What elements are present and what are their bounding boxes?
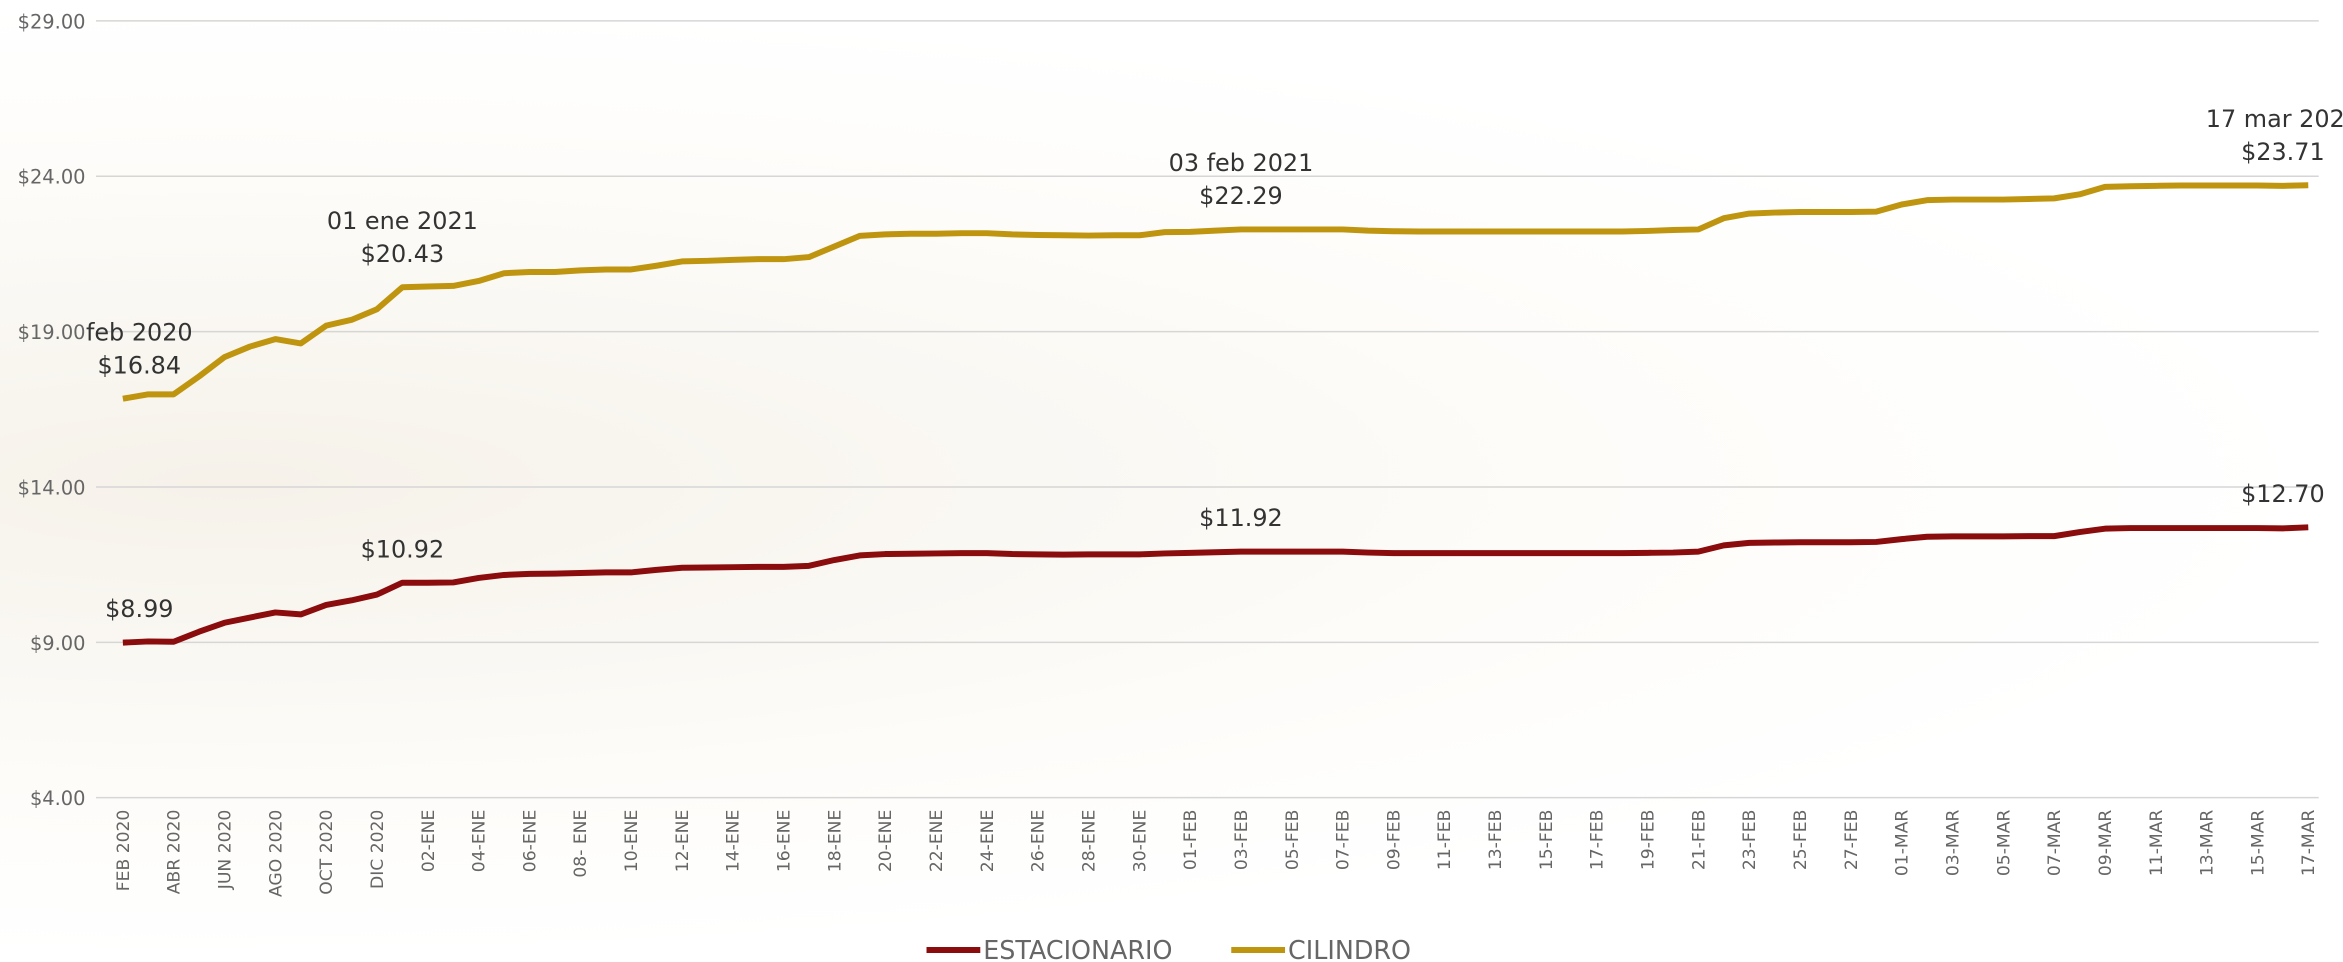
- x-tick-label: ABR 2020: [165, 810, 185, 895]
- x-tick-label: 04-ENE: [470, 810, 490, 873]
- x-tick-label: 30-ENE: [1130, 810, 1150, 873]
- x-tick-label: AGO 2020: [266, 810, 286, 897]
- x-tick-label: 14-ENE: [724, 810, 744, 873]
- annotation: 17 mar 2021: [2206, 105, 2343, 133]
- x-tick-label: 23-FEB: [1740, 810, 1760, 870]
- x-tick-label: 17-FEB: [1588, 810, 1608, 871]
- x-tick-label: 20-ENE: [876, 810, 896, 873]
- x-tick-label: 07-MAR: [2045, 810, 2065, 877]
- x-tick-label: 03-MAR: [1943, 810, 1963, 877]
- x-tick-label: 19-FEB: [1639, 810, 1659, 871]
- x-tick-label: 15-FEB: [1537, 810, 1557, 870]
- x-tick-label: 09-FEB: [1384, 810, 1404, 871]
- x-tick-label: 06-ENE: [520, 810, 540, 873]
- y-tick-label: $9.00: [30, 632, 86, 655]
- x-tick-label: JUN 2020: [215, 810, 235, 891]
- value-label: $20.43: [361, 240, 445, 268]
- annotation: 01 ene 2021: [327, 207, 478, 235]
- legend-label: ESTACIONARIO: [983, 935, 1172, 962]
- x-tick-label: 05-FEB: [1283, 810, 1303, 871]
- x-tick-label: 13-MAR: [2198, 810, 2218, 877]
- x-tick-label: 21-FEB: [1689, 810, 1709, 871]
- x-tick-label: 05-MAR: [1994, 810, 2014, 877]
- y-tick-label: $19.00: [18, 321, 86, 344]
- annotation: 03 feb 2021: [1169, 149, 1314, 177]
- value-label: $23.71: [2241, 138, 2325, 166]
- chart: $4.00 $9.00 $14.00 $19.00 $24.00 $29.00 FEB 20…: [0, 0, 2343, 962]
- x-tick-label: 02-ENE: [419, 810, 439, 873]
- legend-label: CILINDRO: [1288, 935, 1411, 962]
- series-line: [123, 527, 2308, 642]
- x-tick-label: OCT 2020: [317, 810, 337, 895]
- x-tick-label: 28-ENE: [1079, 810, 1099, 873]
- y-tick-label: $24.00: [18, 166, 86, 189]
- x-tick-label: 22-ENE: [927, 810, 947, 873]
- x-tick-label: 10-ENE: [622, 810, 642, 873]
- y-tick-label: $29.00: [18, 10, 86, 33]
- annotation: feb 2020: [86, 318, 193, 346]
- x-tick-label: 09-MAR: [2096, 810, 2116, 877]
- value-label: $22.29: [1199, 182, 1283, 210]
- x-tick-label: 27-FEB: [1842, 810, 1862, 870]
- value-label: $16.84: [97, 351, 181, 379]
- x-tick-label: 07-FEB: [1334, 810, 1354, 871]
- x-tick-label: 15-MAR: [2248, 810, 2268, 877]
- value-label: $11.92: [1199, 504, 1283, 532]
- x-tick-label: 13-FEB: [1486, 810, 1506, 871]
- value-label: $10.92: [361, 535, 445, 563]
- x-tick-label: 08- ENE: [571, 810, 591, 878]
- x-tick-label: 03-FEB: [1232, 810, 1252, 871]
- value-label: $8.99: [105, 595, 173, 623]
- x-tick-label: 25-FEB: [1791, 810, 1811, 870]
- x-tick-label: 18-ENE: [825, 810, 845, 873]
- x-tick-label: 12-ENE: [673, 810, 693, 873]
- x-tick-label: DIC 2020: [368, 810, 388, 889]
- y-tick-label: $4.00: [30, 787, 86, 810]
- x-tick-label: 17-MAR: [2299, 810, 2319, 877]
- x-tick-label: 01-FEB: [1181, 810, 1201, 871]
- y-tick-label: $14.00: [18, 476, 86, 499]
- x-tick-label: 01-MAR: [1893, 810, 1913, 877]
- x-tick-label: 26-ENE: [1029, 810, 1049, 873]
- x-tick-label: FEB 2020: [114, 810, 134, 892]
- x-tick-label: 11-MAR: [2147, 810, 2167, 877]
- x-tick-label: 11-FEB: [1435, 810, 1455, 871]
- x-tick-label: 24-ENE: [978, 810, 998, 873]
- value-label: $12.70: [2241, 480, 2325, 508]
- x-tick-label: 16-ENE: [775, 810, 795, 873]
